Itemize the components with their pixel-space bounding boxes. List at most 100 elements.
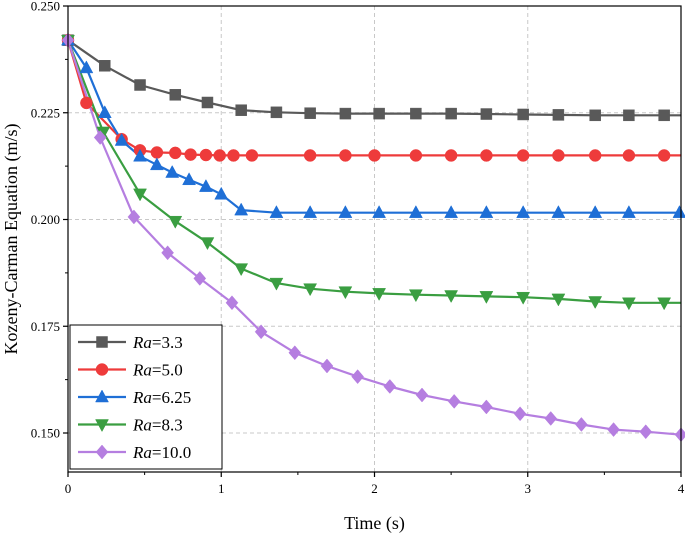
data-point-2-10 — [234, 202, 249, 216]
data-point-4-9 — [351, 369, 364, 385]
data-point-3-5 — [234, 263, 249, 277]
legend-marker-4 — [95, 444, 109, 460]
data-point-2-8 — [199, 179, 213, 192]
axis-ticks: 0 1 2 3 4 0.150 0.175 0.200 0.225 0.250 — [31, 0, 685, 496]
data-point-0-13 — [517, 108, 529, 121]
data-point-4-7 — [288, 345, 302, 361]
data-point-2-1 — [79, 60, 94, 74]
series-markers — [61, 32, 685, 443]
data-point-2-16 — [444, 205, 459, 218]
data-point-1-8 — [213, 149, 226, 162]
data-point-2-17 — [479, 205, 494, 218]
data-point-0-10 — [410, 107, 422, 120]
legend-label-4: Ra=10.0 — [132, 443, 191, 462]
data-point-1-1 — [80, 96, 93, 110]
data-point-4-4 — [193, 271, 207, 286]
data-point-0-8 — [339, 107, 352, 120]
data-point-3-7 — [303, 283, 318, 297]
data-point-1-18 — [552, 149, 565, 162]
x-tick-label: 4 — [678, 481, 685, 496]
data-point-3-12 — [479, 291, 494, 304]
x-tick-label: 1 — [218, 481, 225, 496]
data-point-1-16 — [480, 149, 493, 162]
data-point-2-13 — [338, 205, 353, 218]
data-point-1-12 — [339, 149, 352, 162]
data-point-0-15 — [589, 109, 601, 122]
legend-label-2: Ra=6.25 — [132, 388, 191, 407]
data-point-4-15 — [544, 411, 558, 426]
data-point-4-18 — [639, 424, 653, 440]
data-point-1-19 — [588, 149, 602, 162]
data-point-0-4 — [201, 96, 214, 109]
data-point-2-21 — [621, 205, 636, 218]
data-point-4-3 — [161, 245, 174, 261]
data-point-2-22 — [672, 205, 685, 218]
data-point-0-14 — [552, 109, 565, 121]
legend-label-0: Ra=3.3 — [132, 333, 183, 352]
x-tick-label: 3 — [525, 481, 532, 496]
data-point-2-18 — [516, 205, 531, 218]
data-point-3-2 — [133, 188, 147, 202]
data-point-0-5 — [235, 104, 247, 116]
data-point-2-14 — [372, 205, 387, 218]
data-point-3-3 — [168, 215, 183, 229]
data-point-1-9 — [227, 149, 240, 162]
data-point-4-5 — [225, 295, 239, 311]
data-point-1-7 — [199, 148, 213, 162]
data-point-4-12 — [447, 394, 461, 409]
data-point-3-15 — [588, 296, 603, 310]
data-point-3-8 — [338, 286, 353, 300]
legend-marker-3 — [95, 419, 109, 433]
data-point-2-4 — [133, 148, 147, 162]
data-point-2-2 — [97, 105, 112, 118]
data-point-0-17 — [658, 109, 670, 122]
data-point-1-5 — [169, 146, 182, 160]
data-point-2-11 — [269, 205, 284, 218]
data-point-1-17 — [516, 149, 530, 162]
data-point-1-6 — [184, 148, 197, 161]
data-point-4-16 — [575, 417, 588, 432]
data-point-1-20 — [622, 149, 636, 162]
y-tick-label: 0.250 — [31, 0, 60, 14]
data-point-2-3 — [114, 132, 129, 146]
data-point-2-5 — [149, 157, 164, 171]
legend-marker-0 — [96, 336, 108, 348]
legend-label-3: Ra=8.3 — [132, 416, 183, 435]
data-point-4-14 — [513, 406, 527, 422]
data-point-1-14 — [409, 149, 423, 162]
data-point-0-1 — [99, 60, 111, 72]
legend-marker-2 — [95, 389, 109, 403]
y-tick-label: 0.225 — [31, 105, 60, 120]
data-point-2-7 — [182, 172, 196, 186]
data-point-1-4 — [150, 146, 164, 159]
legend-marker-1 — [95, 363, 109, 376]
data-point-4-17 — [607, 422, 620, 437]
data-point-0-11 — [445, 107, 457, 120]
data-point-0-12 — [480, 108, 493, 120]
data-point-0-3 — [169, 89, 182, 101]
data-point-0-9 — [373, 107, 385, 120]
data-point-3-11 — [444, 290, 459, 304]
data-point-1-13 — [368, 149, 381, 162]
data-point-2-20 — [588, 205, 603, 218]
data-point-2-19 — [551, 205, 566, 218]
data-point-3-10 — [408, 289, 423, 303]
data-point-4-11 — [415, 387, 429, 403]
data-point-0-6 — [270, 106, 283, 119]
data-point-1-10 — [245, 149, 259, 162]
data-point-2-9 — [214, 186, 229, 200]
data-point-4-13 — [480, 399, 493, 415]
data-point-1-15 — [444, 149, 458, 162]
data-point-3-4 — [200, 237, 215, 251]
data-point-4-1 — [93, 130, 107, 145]
data-point-0-7 — [304, 107, 316, 119]
data-point-0-2 — [134, 79, 146, 91]
y-tick-label: 0.200 — [31, 212, 60, 227]
data-point-3-17 — [657, 297, 672, 311]
data-point-3-6 — [269, 277, 284, 291]
x-axis-title: Time (s) — [344, 513, 405, 534]
legend: Ra=3.3 Ra=5.0 Ra=6.25 Ra=8.3 Ra=10.0 — [69, 324, 223, 470]
data-point-3-13 — [516, 291, 531, 305]
